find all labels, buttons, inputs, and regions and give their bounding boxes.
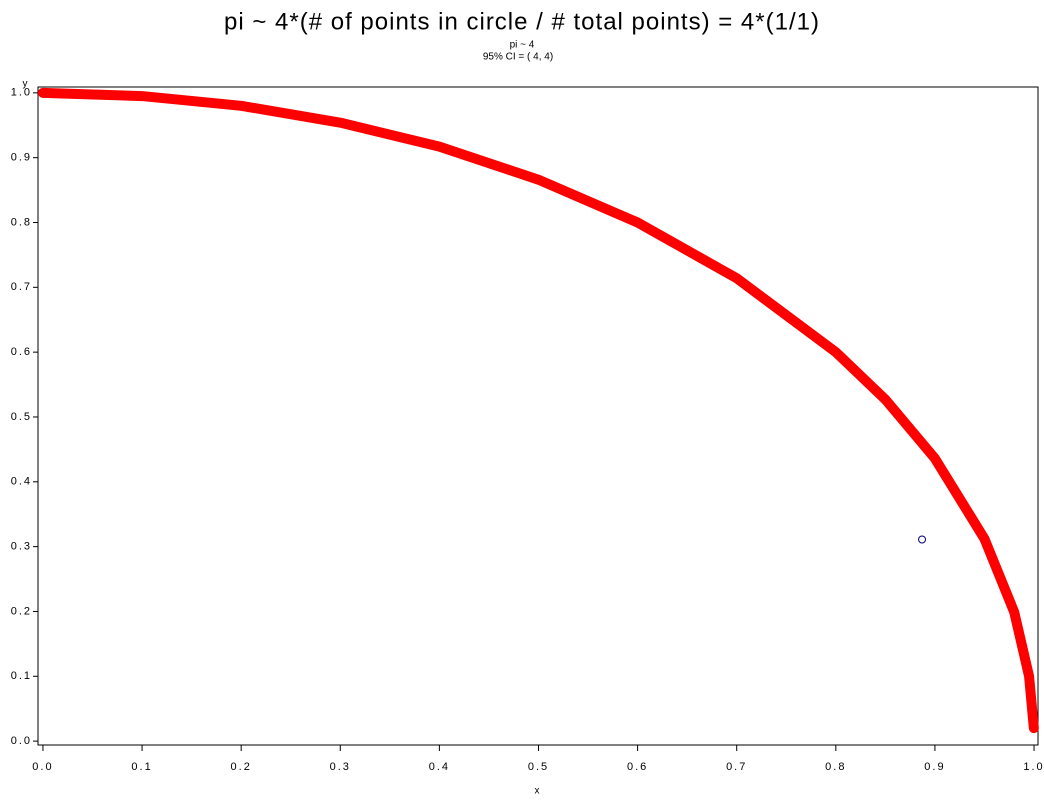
y-tick-label: 0.7 <box>11 281 32 293</box>
x-tick-label: 0.3 <box>330 761 351 773</box>
y-tick-label: 0.2 <box>11 605 32 617</box>
x-tick-label: 0.0 <box>32 761 53 773</box>
x-tick-label: 0.9 <box>924 761 945 773</box>
subtitle: 95% CI = ( 4, 4) <box>483 52 553 63</box>
y-tick-label: 0.4 <box>11 476 32 488</box>
x-tick-label: 0.7 <box>726 761 747 773</box>
point <box>918 535 927 544</box>
y-tick-label: 1.0 <box>11 87 32 99</box>
x-tick-label: 0.8 <box>825 761 846 773</box>
y-tick-label: 0.8 <box>11 216 32 228</box>
y-tick-label: 0.3 <box>11 541 32 553</box>
y-tick-label: 0.1 <box>11 670 32 682</box>
y-tick-label: 0.6 <box>11 346 32 358</box>
x-tick-label: 0.2 <box>231 761 252 773</box>
y-tick-label: 0.5 <box>11 411 32 423</box>
chart-title: pi ~ 4*(# of points in circle / # total … <box>224 8 820 35</box>
x-tick-label: 0.5 <box>528 761 549 773</box>
x-tick-label: 1.0 <box>1023 761 1044 773</box>
curve <box>37 87 1039 734</box>
subtitle: pi ~ 4 <box>510 40 535 51</box>
y-tick-label: 0.9 <box>11 152 32 164</box>
x-tick-label: 0.6 <box>627 761 648 773</box>
y-tick-label: 0.0 <box>11 735 32 747</box>
x-tick-label: 0.1 <box>131 761 152 773</box>
x-axis-label: x <box>535 786 540 797</box>
y-axis-label: y <box>23 79 28 90</box>
x-tick-label: 0.4 <box>429 761 450 773</box>
plot-frame <box>37 86 1039 746</box>
